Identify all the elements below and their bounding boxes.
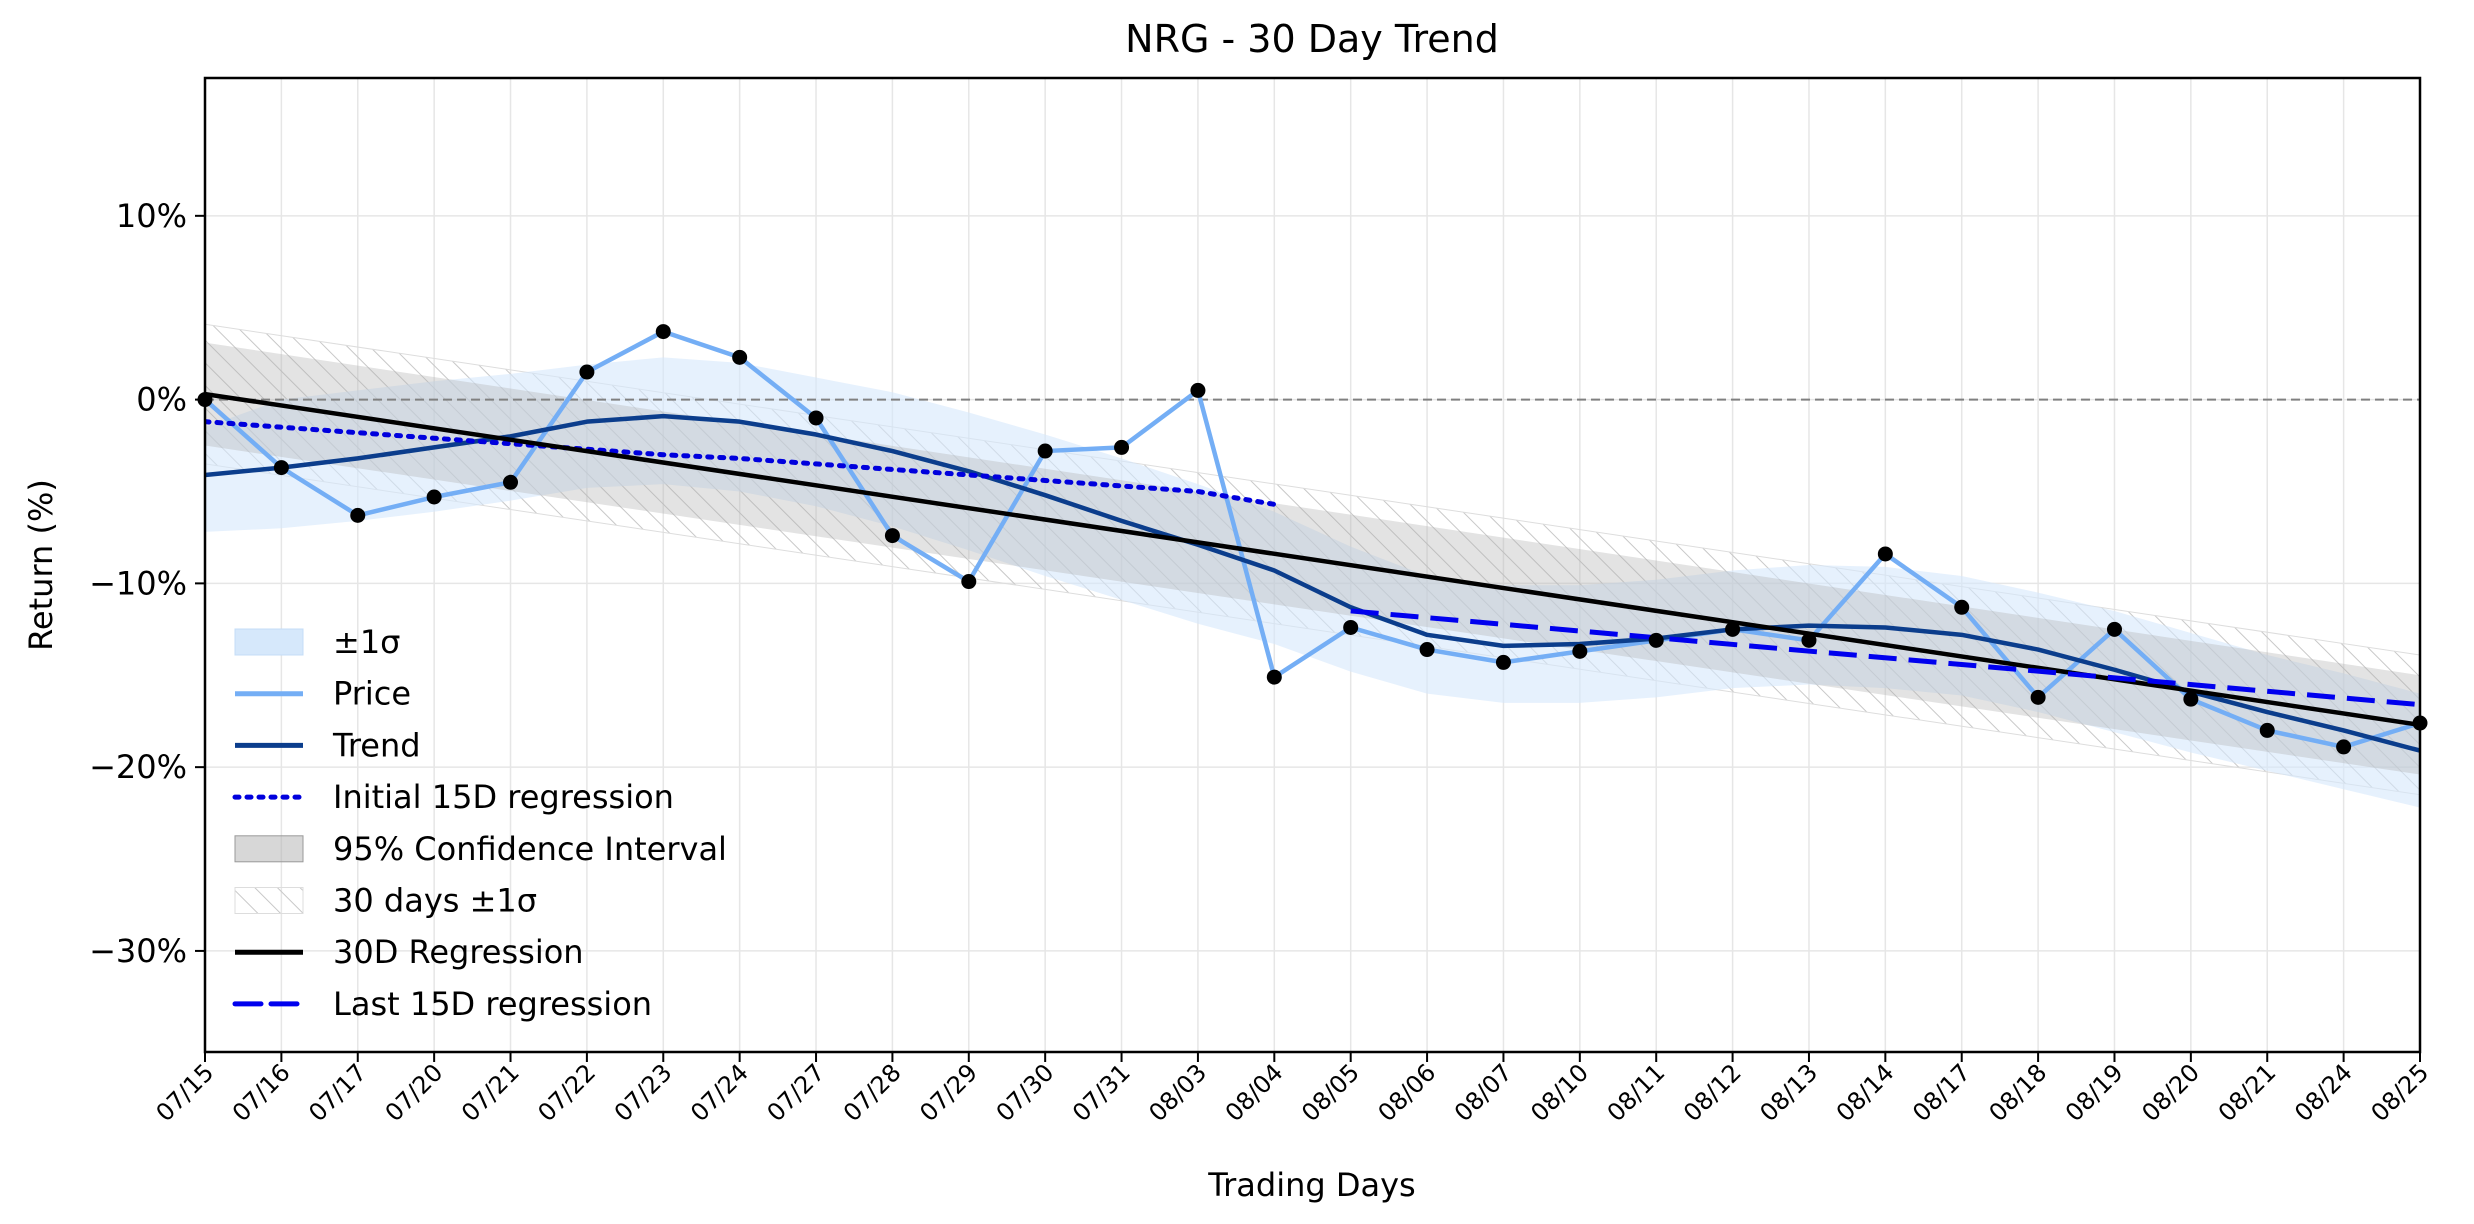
x-tick-label: 07/24: [685, 1058, 754, 1127]
y-tick-label: −20%: [89, 748, 187, 786]
price-point: [1419, 642, 1435, 658]
x-tick-label: 08/07: [1449, 1058, 1518, 1127]
x-tick-label: 08/06: [1373, 1058, 1442, 1127]
legend-entry: 30D Regression: [235, 933, 584, 971]
price-point: [1954, 599, 1970, 615]
legend-label: Last 15D regression: [333, 985, 652, 1023]
x-tick-label: 07/27: [762, 1058, 831, 1127]
last-15d-regression-line: [1350, 608, 2420, 708]
price-point: [2259, 722, 2275, 738]
x-tick-label: 08/24: [2289, 1058, 2358, 1127]
price-point: [1495, 654, 1511, 670]
price-point: [579, 364, 595, 380]
price-point: [961, 574, 977, 590]
legend-label: Price: [333, 675, 411, 713]
price-point: [732, 349, 748, 365]
price-point: [808, 410, 824, 426]
legend-entry: 95% Confidence Interval: [234, 830, 727, 868]
x-tick-label: 08/19: [2060, 1058, 2129, 1127]
x-tick-label: 07/29: [914, 1058, 983, 1127]
price-point: [1266, 669, 1282, 685]
x-tick-label: 08/05: [1296, 1058, 1365, 1127]
x-tick-label: 07/31: [1067, 1058, 1136, 1127]
legend-entry: Last 15D regression: [232, 985, 652, 1023]
x-tick-label: 08/14: [1831, 1058, 1900, 1127]
price-point: [1343, 619, 1359, 635]
legend-label: 30 days ±1σ: [333, 882, 537, 920]
x-tick-label: 07/16: [227, 1058, 296, 1127]
x-tick-label: 08/11: [1602, 1058, 1671, 1127]
price-point: [1877, 546, 1893, 562]
sigma-band: [205, 357, 2420, 808]
x-tick-label: 08/17: [1907, 1058, 1976, 1127]
price-point: [884, 528, 900, 544]
price-point: [503, 474, 519, 490]
x-axis-label: Trading Days: [1207, 1166, 1415, 1204]
price-point: [1114, 439, 1130, 455]
legend-label: 95% Confidence Interval: [333, 830, 727, 868]
price-point: [273, 460, 289, 476]
x-tick-label: 08/12: [1678, 1058, 1747, 1127]
x-tick-label: 07/22: [532, 1058, 601, 1127]
plot-frame: [203, 76, 2422, 1054]
price-point: [2030, 689, 2046, 705]
legend-label: 30D Regression: [333, 933, 584, 971]
x-tick-label: 08/25: [2366, 1058, 2435, 1127]
price-point: [2183, 691, 2199, 707]
legend-label: ±1σ: [333, 623, 400, 661]
legend-entry: Trend: [235, 726, 421, 764]
y-tick-label: −10%: [89, 564, 187, 602]
legend-swatch: [234, 628, 304, 656]
price-point: [1037, 443, 1053, 459]
price-point: [426, 489, 442, 505]
x-tick-label: 08/13: [1754, 1058, 1823, 1127]
x-tick-label: 08/04: [1220, 1058, 1289, 1127]
y-tick-label: 10%: [116, 197, 187, 235]
legend-entry: 30 days ±1σ: [234, 882, 537, 920]
x-tick-label: 07/30: [991, 1058, 1060, 1127]
x-tick-label: 07/21: [456, 1058, 525, 1127]
x-tick-label: 08/18: [1984, 1058, 2053, 1127]
price-point: [2106, 621, 2122, 637]
price-point: [1648, 632, 1664, 648]
x-tick-label: 08/03: [1143, 1058, 1212, 1127]
price-point: [1572, 643, 1588, 659]
y-tick-label: 0%: [136, 381, 187, 419]
x-tick-label: 08/10: [1525, 1058, 1594, 1127]
legend-entry: Price: [235, 675, 411, 713]
legend-entry: ±1σ: [234, 623, 400, 661]
chart-title: NRG - 30 Day Trend: [1125, 17, 1499, 61]
price-point: [1190, 382, 1206, 398]
initial-15d-regression-line: [205, 419, 1277, 507]
x-tick-label: 07/17: [303, 1058, 372, 1127]
price-point: [2336, 739, 2352, 755]
price-point: [1725, 621, 1741, 637]
y-axis-label: Return (%): [22, 479, 60, 651]
legend-swatch: [234, 887, 304, 914]
price-line: [205, 329, 2420, 750]
x-tick-label: 07/20: [380, 1058, 449, 1127]
legend-entry: Initial 15D regression: [232, 778, 674, 816]
legend-swatch: [234, 835, 304, 863]
trend-line: [205, 413, 2420, 753]
price-point: [350, 507, 366, 523]
x-tick-label: 07/28: [838, 1058, 907, 1127]
price-point: [1801, 632, 1817, 648]
legend-label: Initial 15D regression: [333, 778, 674, 816]
price-point: [655, 324, 671, 340]
y-tick-label: −30%: [89, 932, 187, 970]
x-tick-label: 08/20: [2136, 1058, 2205, 1127]
x-tick-label: 07/23: [609, 1058, 678, 1127]
regression-30d-line: [205, 391, 2420, 728]
x-tick-label: 07/15: [151, 1058, 220, 1127]
legend-label: Trend: [332, 726, 421, 764]
x-tick-label: 08/21: [2213, 1058, 2282, 1127]
